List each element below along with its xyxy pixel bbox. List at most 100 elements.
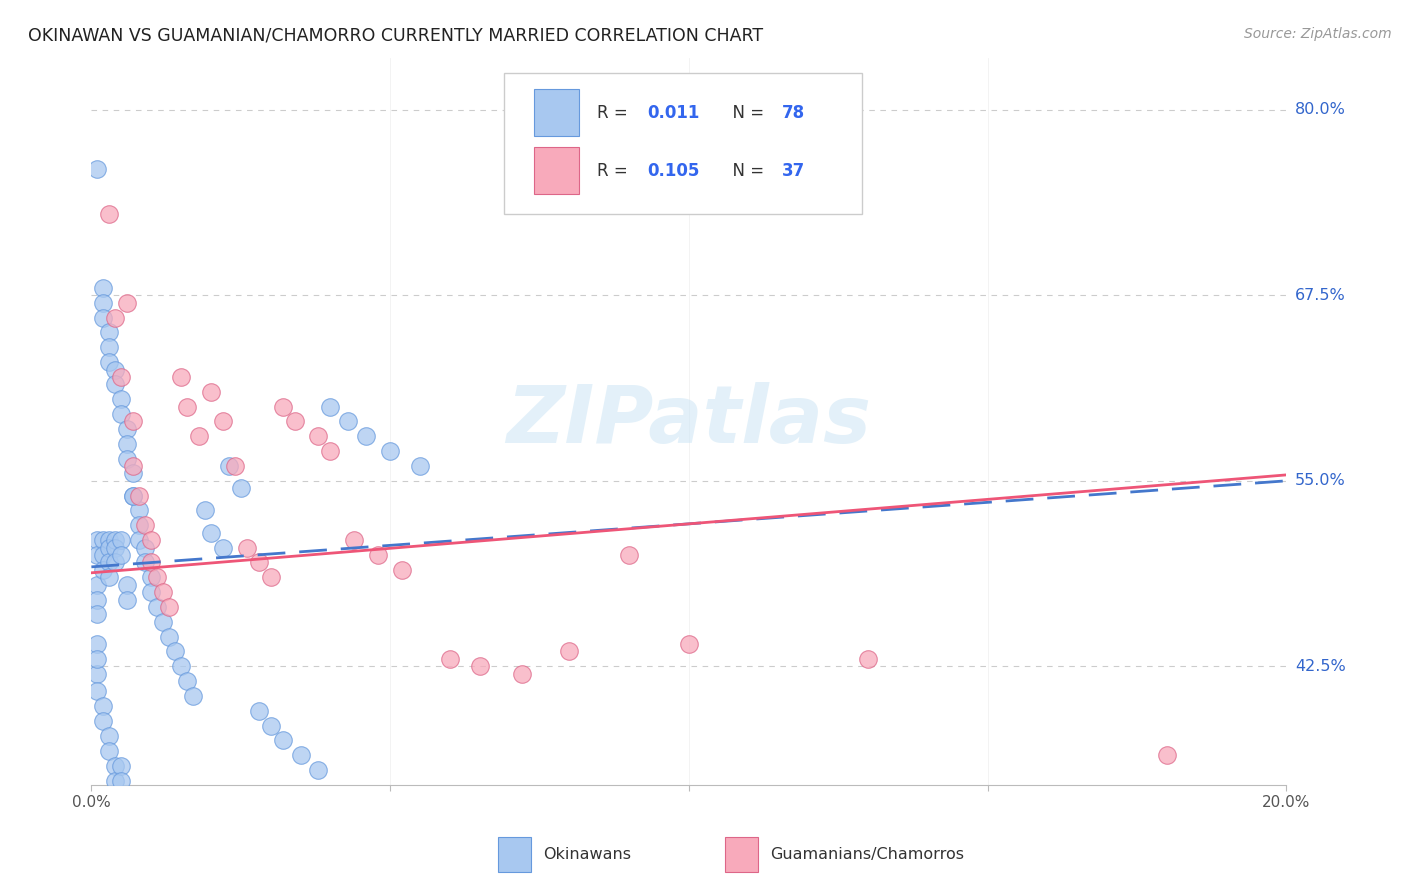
- Point: [558, 644, 581, 658]
- Point: [104, 533, 127, 548]
- Text: Guamanians/Chamorros: Guamanians/Chamorros: [770, 847, 965, 862]
- Point: [157, 599, 180, 614]
- FancyBboxPatch shape: [534, 89, 579, 136]
- Point: [104, 556, 127, 570]
- Point: [98, 541, 121, 555]
- Point: [141, 585, 163, 599]
- Point: [619, 548, 641, 562]
- Text: 0.105: 0.105: [647, 161, 700, 179]
- Point: [115, 577, 138, 591]
- Point: [93, 281, 115, 295]
- Point: [157, 630, 180, 644]
- Point: [247, 704, 270, 718]
- Point: [93, 548, 115, 562]
- Point: [163, 644, 186, 658]
- Point: [224, 458, 246, 473]
- Point: [307, 763, 329, 777]
- Point: [194, 503, 217, 517]
- Point: [98, 207, 121, 221]
- Point: [134, 518, 156, 533]
- Text: N =: N =: [723, 161, 769, 179]
- Point: [122, 467, 145, 481]
- Text: N =: N =: [723, 103, 769, 121]
- Point: [284, 414, 307, 428]
- Point: [319, 400, 342, 414]
- Point: [86, 666, 108, 681]
- Point: [86, 162, 108, 177]
- Text: 67.5%: 67.5%: [1295, 288, 1346, 303]
- Point: [211, 541, 233, 555]
- Point: [200, 384, 222, 399]
- Point: [86, 637, 108, 651]
- Point: [110, 758, 132, 772]
- Point: [86, 652, 108, 666]
- Point: [271, 733, 294, 747]
- Point: [141, 556, 163, 570]
- Point: [678, 637, 700, 651]
- Point: [468, 659, 491, 673]
- Point: [115, 295, 138, 310]
- Point: [141, 570, 163, 584]
- Point: [229, 481, 252, 495]
- Point: [93, 714, 115, 728]
- Point: [380, 444, 402, 458]
- Point: [307, 429, 329, 443]
- Point: [98, 355, 121, 369]
- Text: 42.5%: 42.5%: [1295, 659, 1346, 673]
- Point: [115, 422, 138, 436]
- Point: [176, 400, 198, 414]
- Point: [247, 556, 270, 570]
- Point: [152, 615, 174, 629]
- FancyBboxPatch shape: [498, 838, 531, 872]
- Point: [176, 674, 198, 689]
- Point: [115, 451, 138, 466]
- Point: [128, 503, 150, 517]
- Point: [93, 310, 115, 325]
- Point: [152, 585, 174, 599]
- Point: [86, 577, 108, 591]
- Point: [337, 414, 360, 428]
- Text: OKINAWAN VS GUAMANIAN/CHAMORRO CURRENTLY MARRIED CORRELATION CHART: OKINAWAN VS GUAMANIAN/CHAMORRO CURRENTLY…: [28, 27, 763, 45]
- Point: [134, 556, 156, 570]
- Point: [98, 326, 121, 340]
- Point: [354, 429, 377, 443]
- Point: [259, 718, 281, 732]
- Point: [86, 684, 108, 698]
- Text: 55.0%: 55.0%: [1295, 474, 1346, 488]
- Point: [290, 748, 312, 763]
- Point: [1156, 748, 1178, 763]
- Point: [134, 541, 156, 555]
- Point: [170, 370, 193, 384]
- Point: [343, 533, 366, 548]
- Point: [115, 436, 138, 450]
- Point: [86, 533, 108, 548]
- Text: R =: R =: [598, 161, 633, 179]
- Text: 78: 78: [782, 103, 806, 121]
- Point: [391, 563, 413, 577]
- Point: [110, 533, 132, 548]
- FancyBboxPatch shape: [534, 147, 579, 194]
- Point: [98, 570, 121, 584]
- Point: [146, 599, 169, 614]
- Point: [104, 310, 127, 325]
- Text: 0.011: 0.011: [647, 103, 700, 121]
- Point: [128, 489, 150, 503]
- Point: [104, 758, 127, 772]
- Point: [259, 570, 281, 584]
- Point: [110, 773, 132, 788]
- Point: [98, 744, 121, 758]
- Point: [200, 525, 222, 540]
- Text: Source: ZipAtlas.com: Source: ZipAtlas.com: [1244, 27, 1392, 41]
- Point: [110, 407, 132, 421]
- Point: [510, 666, 533, 681]
- Text: Okinawans: Okinawans: [543, 847, 631, 862]
- Point: [93, 699, 115, 714]
- Point: [218, 458, 240, 473]
- Point: [98, 556, 121, 570]
- Point: [439, 652, 461, 666]
- Point: [93, 295, 115, 310]
- Point: [104, 362, 127, 376]
- Point: [235, 541, 259, 555]
- Point: [858, 652, 880, 666]
- Point: [93, 563, 115, 577]
